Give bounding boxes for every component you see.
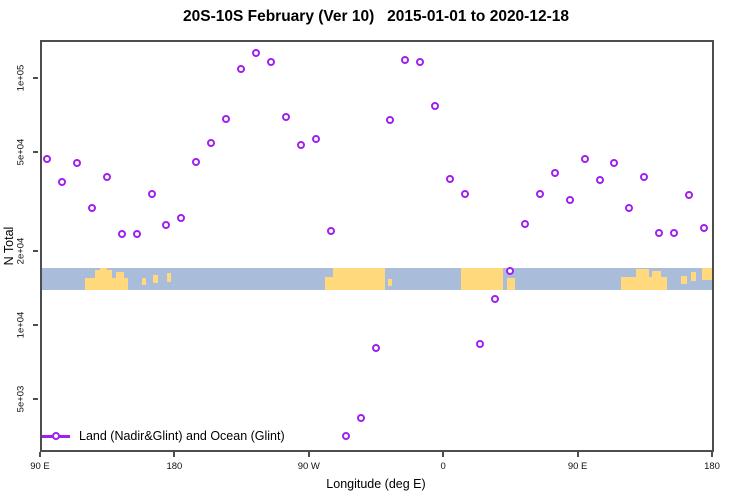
x-axis-tick <box>442 452 445 457</box>
map-strip-land <box>461 268 503 290</box>
data-point <box>461 189 470 198</box>
data-point <box>311 134 320 143</box>
y-axis-tick <box>33 398 38 401</box>
data-point <box>281 112 290 121</box>
y-axis-tick-label: 5e+03 <box>15 386 27 413</box>
data-point <box>341 431 350 440</box>
y-axis-tick-label: 5e+04 <box>15 139 27 166</box>
data-point <box>147 190 156 199</box>
y-axis-tick <box>33 151 38 154</box>
map-strip-land <box>166 273 172 283</box>
data-point <box>87 204 96 213</box>
data-point <box>72 159 81 168</box>
data-point <box>222 114 231 123</box>
map-strip-land <box>691 272 696 282</box>
data-point <box>610 159 619 168</box>
map-strip-land <box>680 275 687 285</box>
map-strip-land <box>141 277 146 286</box>
data-point <box>625 204 634 213</box>
data-point <box>177 214 186 223</box>
x-axis-tick <box>711 452 713 457</box>
x-axis-tick <box>173 452 176 457</box>
data-point <box>117 229 126 238</box>
legend: Land (Nadir&Glint) and Ocean (Glint) <box>42 428 285 444</box>
map-strip-land <box>99 268 108 290</box>
y-axis-label: N Total <box>2 226 16 266</box>
data-point <box>252 49 261 58</box>
map-strip-land <box>387 278 392 287</box>
map-strip-land <box>116 272 124 290</box>
data-point <box>266 58 275 67</box>
data-point <box>356 413 365 422</box>
data-point <box>192 157 201 166</box>
data-point <box>416 58 425 67</box>
data-point <box>237 64 246 73</box>
data-point <box>640 172 649 181</box>
x-axis-label: Longitude (deg E) <box>326 477 426 491</box>
data-point <box>580 155 589 164</box>
data-point <box>520 219 529 228</box>
data-point <box>207 138 216 147</box>
y-axis-tick <box>33 324 38 326</box>
y-axis-tick <box>33 249 38 252</box>
x-axis-tick-label: 90 W <box>297 461 320 472</box>
y-axis-tick <box>33 77 38 79</box>
x-axis-tick <box>307 452 310 457</box>
data-point <box>42 155 51 164</box>
data-point <box>685 191 694 200</box>
data-point <box>490 294 499 303</box>
map-strip-land <box>701 268 712 280</box>
data-point <box>132 229 141 238</box>
data-point <box>386 115 395 124</box>
data-point <box>550 168 559 177</box>
map-strip-land <box>506 277 515 290</box>
data-point <box>401 56 410 65</box>
map-strip-land <box>652 271 662 290</box>
map-strip-land <box>332 268 385 290</box>
x-axis-tick-label: 180 <box>704 461 720 472</box>
data-point <box>326 227 335 236</box>
legend-circle <box>51 431 60 440</box>
x-axis-tick <box>39 452 41 457</box>
data-point <box>595 176 604 185</box>
map-strip-land <box>635 269 650 290</box>
y-axis-tick-label: 1e+04 <box>15 311 27 339</box>
map-strip-land <box>153 274 158 284</box>
x-axis-tick <box>576 452 579 457</box>
x-axis-tick-label: 180 <box>166 461 183 472</box>
map-strip-land <box>325 276 335 290</box>
data-point <box>296 140 305 149</box>
legend-marker-icon <box>42 430 70 442</box>
plot-area <box>40 40 714 452</box>
y-axis-tick-label: 1e+05 <box>15 64 27 92</box>
data-point <box>700 223 709 232</box>
x-axis-tick-label: 0 <box>440 461 446 472</box>
data-point <box>565 195 574 204</box>
data-point <box>57 177 66 186</box>
data-point <box>670 228 679 237</box>
x-axis-tick-label: 90 E <box>567 461 588 472</box>
chart-title: 20S-10S February (Ver 10) 2015-01-01 to … <box>182 8 569 25</box>
data-point <box>535 189 544 198</box>
x-axis-tick-label: 90 E <box>30 461 50 472</box>
data-point <box>102 172 111 181</box>
data-point <box>431 102 440 111</box>
data-point <box>476 340 485 349</box>
data-point <box>446 174 455 183</box>
legend-label: Land (Nadir&Glint) and Ocean (Glint) <box>79 429 285 443</box>
data-point <box>371 343 380 352</box>
data-point <box>655 228 664 237</box>
data-point <box>162 221 171 230</box>
data-point <box>505 266 514 275</box>
y-axis-tick-label: 2e+04 <box>15 237 27 264</box>
